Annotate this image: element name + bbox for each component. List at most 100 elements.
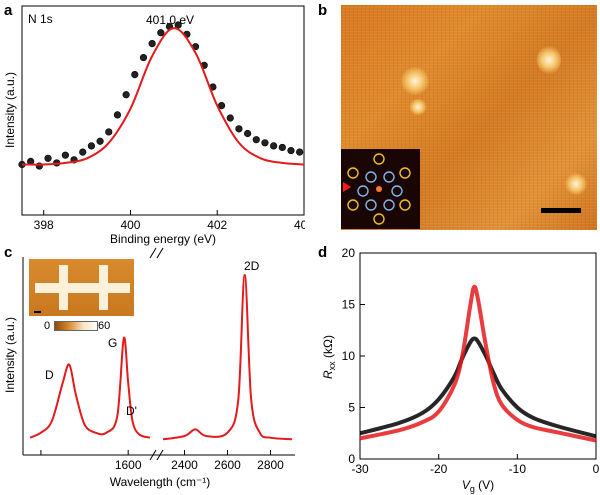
peak-label-2d: 2D bbox=[244, 259, 260, 273]
x-tick-label: 398 bbox=[34, 218, 54, 232]
x-tick-label: 2800 bbox=[257, 458, 284, 472]
panel-a-data-points bbox=[18, 21, 304, 170]
ylabel-unit: (kΩ) bbox=[321, 335, 335, 361]
xps-data-point bbox=[131, 70, 139, 79]
fft-blue-ring bbox=[383, 171, 395, 183]
xps-data-point bbox=[79, 148, 87, 156]
ylabel-subscript: xx bbox=[327, 361, 337, 371]
panel-d-ticks: -30 -20 -10 0 0 5 10 15 20 bbox=[342, 246, 600, 476]
fft-yellow-ring bbox=[399, 167, 411, 179]
x-tick-label: 400 bbox=[120, 218, 140, 232]
optical-micrograph-inset bbox=[29, 259, 134, 316]
fft-blue-ring bbox=[365, 199, 377, 211]
panel-c-break-mark-top-right bbox=[156, 247, 164, 259]
rxx-curve-black bbox=[359, 336, 597, 439]
x-tick-label: 0 bbox=[593, 462, 600, 476]
panel-a-inset-label: N 1s bbox=[28, 12, 53, 26]
panel-a-fit-curve bbox=[21, 27, 305, 166]
xps-data-point bbox=[96, 137, 104, 145]
micro-scale-bar bbox=[34, 311, 41, 313]
stm-scale-bar bbox=[541, 208, 581, 213]
xps-data-point bbox=[105, 128, 113, 136]
stm-defect-1 bbox=[401, 67, 429, 95]
raman-spectrum-right bbox=[162, 273, 293, 441]
panel-d-chart: -30 -20 -10 0 0 5 10 15 20 Vg (V) Rxx (kΩ) bbox=[321, 246, 600, 494]
y-tick-label: 20 bbox=[342, 246, 356, 260]
panel-c-break-mark-left bbox=[149, 449, 157, 461]
colorbar bbox=[54, 321, 98, 331]
stm-defect-4 bbox=[409, 99, 427, 115]
peak-label-g: G bbox=[108, 336, 117, 350]
hall-bar-arm-left bbox=[59, 265, 68, 310]
xps-data-point bbox=[287, 146, 295, 155]
colorbar-max-label: 60 bbox=[98, 320, 111, 332]
x-tick-label: 402 bbox=[207, 218, 227, 232]
fft-blue-ring bbox=[365, 171, 377, 183]
xps-data-point bbox=[235, 125, 243, 133]
xps-data-point bbox=[226, 114, 234, 122]
panel-a-ylabel: Intensity (a.u.) bbox=[3, 72, 17, 148]
y-tick-label: 5 bbox=[348, 401, 355, 415]
xlabel-symbol: V bbox=[462, 478, 471, 492]
panel-a-xlabel: Binding energy (eV) bbox=[110, 232, 216, 246]
xps-data-point bbox=[139, 53, 148, 62]
fft-yellow-ring bbox=[347, 167, 359, 179]
fft-yellow-ring bbox=[373, 153, 385, 165]
raman-spectrum-left bbox=[29, 336, 151, 439]
xps-data-point bbox=[244, 129, 252, 138]
rxx-curve-red bbox=[359, 284, 597, 443]
peak-label-d: D bbox=[45, 368, 54, 382]
xps-data-point bbox=[296, 148, 304, 156]
xlabel-subscript: g bbox=[470, 484, 475, 494]
panel-letter-b: b bbox=[318, 2, 328, 19]
peak-label-d-prime: D' bbox=[126, 404, 137, 418]
panel-a-plot-frame bbox=[21, 5, 305, 216]
ylabel-symbol: R bbox=[321, 370, 335, 379]
panel-c-xlabel: Wavelength (cm⁻¹) bbox=[110, 475, 211, 489]
colorbar-min-label: 0 bbox=[44, 320, 51, 332]
stm-defect-2 bbox=[537, 45, 561, 75]
xps-data-point bbox=[148, 39, 156, 48]
xps-data-point bbox=[61, 151, 69, 159]
panel-c-chart: 1600 2400 2600 2800 D G D' 2D Wavelength (c… bbox=[3, 247, 295, 489]
xps-data-point bbox=[44, 154, 52, 162]
fft-red-arrow-icon bbox=[343, 182, 351, 192]
x-tick-label: -20 bbox=[430, 462, 448, 476]
fft-yellow-ring bbox=[347, 199, 359, 211]
fft-blue-ring bbox=[391, 185, 403, 197]
x-tick-label: 2600 bbox=[214, 458, 241, 472]
panel-letter-c: c bbox=[4, 244, 13, 261]
hall-bar-shape bbox=[34, 265, 130, 313]
fft-blue-ring bbox=[383, 199, 395, 211]
panel-a-peak-label: 401.0 eV bbox=[146, 13, 194, 27]
stm-defect-3 bbox=[565, 173, 587, 195]
fft-yellow-ring bbox=[373, 213, 385, 225]
hall-bar-arm-right bbox=[99, 265, 108, 310]
x-tick-label: -30 bbox=[351, 462, 369, 476]
xps-data-point bbox=[157, 29, 165, 37]
xps-data-point bbox=[87, 142, 96, 150]
fft-center-spot bbox=[376, 186, 382, 192]
fft-inset bbox=[341, 149, 420, 229]
panel-c-break-mark-right bbox=[156, 449, 164, 461]
panel-letter-a: a bbox=[4, 2, 13, 19]
panel-c-ylabel: Intensity (a.u.) bbox=[3, 317, 17, 393]
xlabel-unit: (V) bbox=[475, 478, 494, 492]
panel-letter-d: d bbox=[318, 244, 328, 261]
fft-blue-ring bbox=[357, 185, 369, 197]
fft-yellow-ring bbox=[399, 199, 411, 211]
xps-data-point bbox=[261, 139, 269, 147]
y-tick-label: 0 bbox=[348, 452, 355, 466]
panel-a-chart: 398 400 402 404 N 1s 401.0 eV Binding energ… bbox=[3, 5, 305, 246]
xps-data-point bbox=[270, 142, 278, 150]
x-tick-label: 1600 bbox=[115, 458, 142, 472]
y-tick-label: 10 bbox=[342, 349, 356, 363]
x-tick-label: -10 bbox=[509, 462, 527, 476]
panel-d-ylabel: Rxx (kΩ) bbox=[321, 335, 337, 379]
xps-data-point bbox=[113, 111, 122, 119]
hall-bar-channel bbox=[35, 283, 130, 293]
panel-d-xlabel: Vg (V) bbox=[462, 478, 494, 494]
panel-b-stm-image bbox=[341, 5, 597, 230]
panel-c-x-ticks: 1600 2400 2600 2800 bbox=[40, 450, 284, 472]
xps-data-point bbox=[252, 136, 260, 144]
